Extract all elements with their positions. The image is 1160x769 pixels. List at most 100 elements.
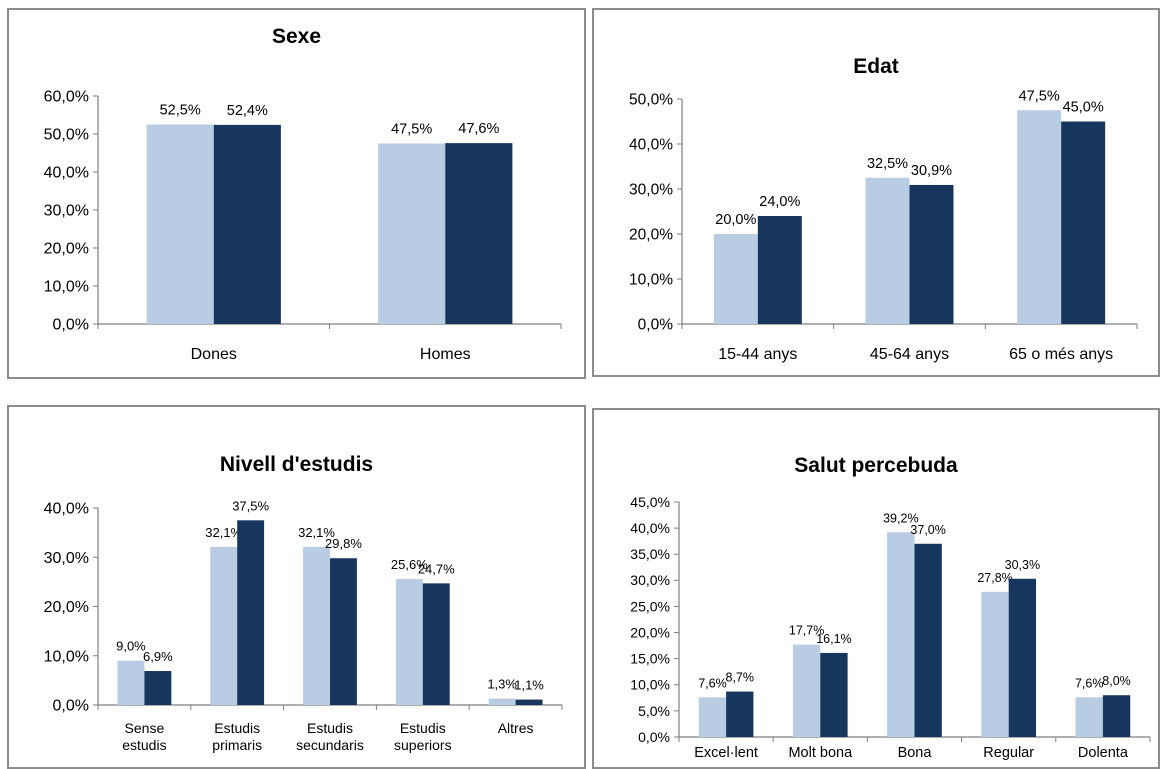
- chart-title: Salut percebuda: [794, 454, 958, 477]
- bar-series-b: [909, 184, 954, 324]
- bar-series-a: [698, 697, 727, 737]
- y-tick-label: 50,0%: [44, 127, 89, 144]
- category-label: Molt bona: [788, 745, 853, 761]
- bar-series-b: [820, 652, 848, 737]
- data-label: 7,6%: [1075, 676, 1104, 690]
- y-tick-label: 20,0%: [44, 599, 89, 616]
- data-label: 17,7%: [789, 624, 824, 638]
- chart-svg-salut-percebuda: Salut percebuda 0,0% 5,0% 10,0% 15,0% 20,0% 25…: [630, 454, 1151, 761]
- bar-series-a: [303, 546, 330, 705]
- data-label: 32,1%: [298, 525, 335, 540]
- data-label: 45,0%: [1063, 100, 1104, 116]
- bar-series-a: [117, 660, 145, 705]
- chart-title: Nivell d'estudis: [220, 453, 373, 476]
- bar-series-a: [378, 143, 446, 324]
- category-label: Bona: [898, 745, 933, 761]
- bar-series-a: [713, 234, 758, 324]
- data-label: 1,3%: [487, 677, 517, 692]
- y-tick-label: 45,0%: [630, 494, 670, 510]
- y-tick-label: 10,0%: [629, 271, 673, 288]
- data-label: 37,5%: [232, 498, 269, 513]
- y-tick-label: 10,0%: [44, 648, 89, 665]
- bar-series-a: [488, 698, 516, 705]
- category-label: Estudis: [400, 720, 446, 736]
- bar-series-a: [981, 591, 1009, 737]
- data-label: 9,0%: [116, 639, 146, 654]
- bar-series-a: [395, 578, 423, 705]
- category-label: Sense: [125, 720, 165, 736]
- bar-series-a: [887, 532, 915, 737]
- data-label: 8,0%: [1102, 674, 1131, 688]
- category-label: Homes: [420, 346, 471, 363]
- bar-series-b: [914, 543, 942, 737]
- bar-series-b: [1102, 695, 1131, 737]
- chart-panel-salut-percebuda: Salut percebuda 0,0% 5,0% 10,0% 15,0% 20,0% 25…: [592, 408, 1160, 769]
- y-tick-label: 30,0%: [630, 572, 670, 588]
- category-label: Dolenta: [1078, 745, 1129, 761]
- y-tick-label: 40,0%: [44, 165, 89, 182]
- chart-panel-edat: Edat 0,0% 10,0% 20,0% 30,0% 40,0% 50,0% 20,0% 24…: [592, 8, 1160, 377]
- category-label: Estudis: [307, 720, 353, 736]
- data-label: 7,6%: [698, 676, 727, 690]
- data-label: 24,7%: [418, 561, 455, 576]
- chart-title: Sexe: [272, 25, 321, 48]
- data-label: 25,6%: [391, 557, 428, 572]
- bar-series-a: [146, 124, 214, 324]
- bar-series-a: [210, 546, 238, 705]
- data-label: 29,8%: [325, 536, 362, 551]
- category-label: primaris: [212, 737, 262, 753]
- data-label: 1,1%: [514, 678, 544, 693]
- category-label: 45-64 anys: [870, 346, 949, 363]
- category-label: 65 o més anys: [1009, 346, 1113, 363]
- bar-series-b: [515, 699, 543, 705]
- y-tick-label: 15,0%: [630, 651, 670, 667]
- y-tick-label: 20,0%: [44, 241, 89, 258]
- data-label: 27,8%: [977, 571, 1012, 585]
- bar-series-a: [1017, 110, 1062, 324]
- data-label: 8,7%: [726, 671, 755, 685]
- bar-series-b: [213, 124, 281, 324]
- bar-series-b: [726, 691, 754, 737]
- y-tick-label: 10,0%: [630, 677, 670, 693]
- chart-svg-sexe: Sexe 0,0% 10,0% 20,0% 30,0% 40,0% 50,0% 60,0% 52…: [44, 25, 562, 363]
- y-tick-label: 5,0%: [638, 703, 670, 719]
- bar-series-a: [865, 177, 910, 324]
- y-tick-label: 0,0%: [53, 698, 89, 715]
- y-tick-label: 30,0%: [44, 203, 89, 220]
- y-tick-label: 20,0%: [629, 226, 673, 243]
- data-label: 52,4%: [227, 103, 268, 119]
- y-tick-label: 35,0%: [630, 546, 670, 562]
- data-label: 30,9%: [911, 163, 952, 179]
- bar-series-b: [1008, 578, 1037, 737]
- bar-series-b: [1061, 121, 1106, 324]
- y-tick-label: 0,0%: [53, 317, 89, 334]
- y-tick-label: 30,0%: [44, 550, 89, 567]
- category-label: 15-44 anys: [718, 346, 797, 363]
- chart-title: Edat: [853, 55, 899, 78]
- data-label: 37,0%: [910, 523, 945, 537]
- data-label: 32,5%: [867, 156, 908, 172]
- data-label: 47,6%: [458, 121, 499, 137]
- data-label: 47,5%: [1019, 88, 1060, 104]
- bar-series-a: [792, 644, 821, 737]
- bar-series-b: [237, 520, 265, 705]
- bar-series-b: [757, 216, 802, 324]
- data-label: 39,2%: [883, 511, 918, 525]
- y-tick-label: 40,0%: [629, 136, 673, 153]
- y-tick-label: 30,0%: [629, 181, 673, 198]
- data-label: 30,3%: [1005, 558, 1040, 572]
- data-label: 24,0%: [759, 194, 800, 210]
- data-label: 16,1%: [816, 632, 851, 646]
- bar-series-a: [1075, 697, 1103, 737]
- chart-svg-edat: Edat0,0%10,0%20,0%30,0%40,0%50,0%20,0%24…: [629, 55, 1138, 363]
- data-label: 52,5%: [160, 103, 201, 119]
- y-tick-label: 50,0%: [629, 91, 673, 108]
- category-label: Regular: [983, 745, 1034, 761]
- data-label: 47,5%: [391, 122, 432, 138]
- y-tick-label: 40,0%: [44, 501, 89, 518]
- bar-series-b: [330, 558, 357, 705]
- bar-series-b: [445, 143, 513, 324]
- category-label: Estudis: [214, 720, 260, 736]
- bar-series-b: [422, 583, 450, 705]
- chart-panel-sexe: Sexe 0,0% 10,0% 20,0% 30,0% 40,0% 50,0% 60,0% 52…: [7, 8, 586, 379]
